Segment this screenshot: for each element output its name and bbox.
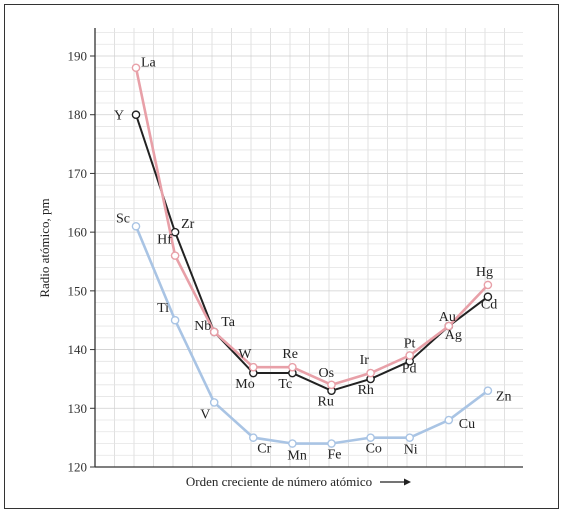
y-tick-label: 180 (68, 107, 88, 122)
element-label-Rh: Rh (358, 383, 374, 398)
figure-frame (4, 4, 559, 509)
point-marker-Ta (209, 327, 219, 337)
point-marker-Zn (483, 386, 493, 395)
element-label-Ni: Ni (404, 443, 418, 458)
element-label-La: La (141, 56, 157, 71)
element-label-Cr: Cr (257, 442, 271, 457)
element-label-Re: Re (282, 347, 298, 362)
y-tick-label: 170 (68, 166, 88, 181)
element-label-Cd: Cd (481, 298, 497, 313)
grid (95, 28, 523, 467)
point-marker-Zr (170, 227, 180, 237)
point-marker-Hf (170, 251, 180, 260)
point-marker-Y (131, 110, 141, 120)
point-marker-Ni (405, 433, 415, 442)
y-axis-label: Radio atómico, pm (37, 198, 52, 297)
point-marker-Pt (405, 351, 415, 360)
point-marker-Mn (288, 439, 297, 448)
point-marker-Ir (366, 368, 375, 378)
series-line-period4 (134, 225, 489, 445)
y-tick-label: 150 (68, 283, 88, 298)
point-marker-Cr (248, 433, 258, 442)
series-period6 (131, 63, 493, 390)
y-axis-ticks: 120 130 140 150 160 170 180 190 (68, 49, 95, 475)
element-label-V: V (200, 407, 210, 422)
point-marker-Re (288, 362, 297, 372)
point-marker-Cd (483, 292, 493, 302)
element-label-Ti: Ti (157, 301, 169, 316)
element-label-Hg: Hg (476, 265, 493, 280)
point-marker-Fe (327, 439, 336, 448)
y-tick-label: 130 (68, 401, 88, 416)
point-marker-Sc (131, 221, 141, 231)
element-label-Co: Co (366, 442, 382, 457)
element-label-Mn: Mn (287, 449, 306, 464)
point-marker-Co (366, 433, 375, 442)
element-label-Ag: Ag (445, 328, 462, 343)
y-tick-label: 160 (68, 225, 88, 240)
y-tick-label: 120 (68, 460, 88, 475)
element-label-Ru: Ru (318, 395, 334, 410)
element-label-Sc: Sc (116, 211, 130, 226)
element-label-Zr: Zr (181, 217, 195, 232)
element-label-Ir: Ir (360, 353, 370, 368)
point-marker-Au (444, 321, 454, 331)
series-layer (131, 63, 493, 448)
element-label-Y: Y (114, 109, 124, 124)
point-marker-Ti (170, 315, 180, 325)
y-tick-label: 190 (68, 49, 88, 64)
point-marker-Os (327, 380, 336, 390)
point-labels: Sc Ti V Cr Mn Fe Co Ni Cu Zn Y Zr Nb Mo Tc Ru Rh Pd Ag Cd La… (114, 56, 511, 464)
x-axis-label: Orden creciente de número atómico (186, 474, 372, 489)
axes (94, 28, 523, 468)
point-marker-V (209, 398, 219, 407)
y-tick-label: 140 (68, 342, 88, 357)
element-label-W: W (238, 347, 252, 362)
element-label-Mo: Mo (235, 377, 254, 392)
x-axis-arrow-icon (380, 478, 411, 486)
element-label-Fe: Fe (328, 448, 342, 463)
series-line-period5 (135, 114, 489, 392)
series-line-period6 (134, 67, 489, 387)
point-marker-Hg (483, 280, 493, 290)
point-marker-La (131, 63, 141, 73)
element-label-Os: Os (319, 366, 335, 381)
point-marker-Cu (444, 415, 454, 425)
element-label-Hf: Hf (157, 233, 172, 248)
element-label-Pt: Pt (404, 336, 416, 351)
series-period5 (131, 110, 493, 395)
element-label-Tc: Tc (278, 377, 292, 392)
element-label-Pd: Pd (402, 361, 417, 376)
point-marker-W (248, 362, 258, 372)
element-label-Nb: Nb (194, 319, 211, 334)
element-label-Ta: Ta (221, 315, 236, 330)
series-period4 (131, 221, 493, 448)
element-label-Zn: Zn (496, 390, 512, 405)
element-label-Cu: Cu (459, 417, 475, 432)
element-label-Au: Au (439, 310, 456, 325)
